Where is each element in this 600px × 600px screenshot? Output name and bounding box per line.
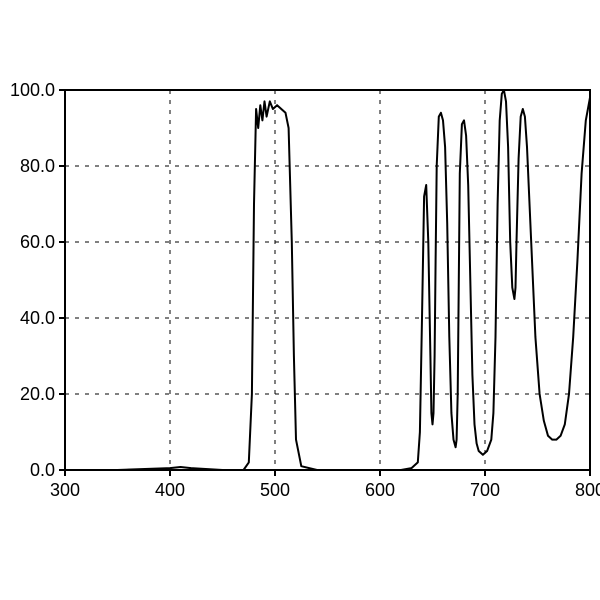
x-tick-label: 300 bbox=[50, 480, 80, 500]
y-tick-label: 40.0 bbox=[20, 308, 55, 328]
chart-svg: 0.0 20.0 40.0 60.0 80.0 100.0 300 400 500 600 700 8… bbox=[0, 0, 600, 600]
y-tick-label: 0.0 bbox=[30, 460, 55, 480]
x-tick-label: 500 bbox=[260, 480, 290, 500]
y-tick-label: 20.0 bbox=[20, 384, 55, 404]
y-tick-label: 80.0 bbox=[20, 156, 55, 176]
x-tick-label: 400 bbox=[155, 480, 185, 500]
x-tick-label: 600 bbox=[365, 480, 395, 500]
spectrum-chart: 0.0 20.0 40.0 60.0 80.0 100.0 300 400 500 600 700 8… bbox=[0, 0, 600, 600]
x-tick-label: 800 bbox=[575, 480, 600, 500]
x-tick-label: 700 bbox=[470, 480, 500, 500]
y-tick-label: 100.0 bbox=[10, 80, 55, 100]
y-tick-label: 60.0 bbox=[20, 232, 55, 252]
